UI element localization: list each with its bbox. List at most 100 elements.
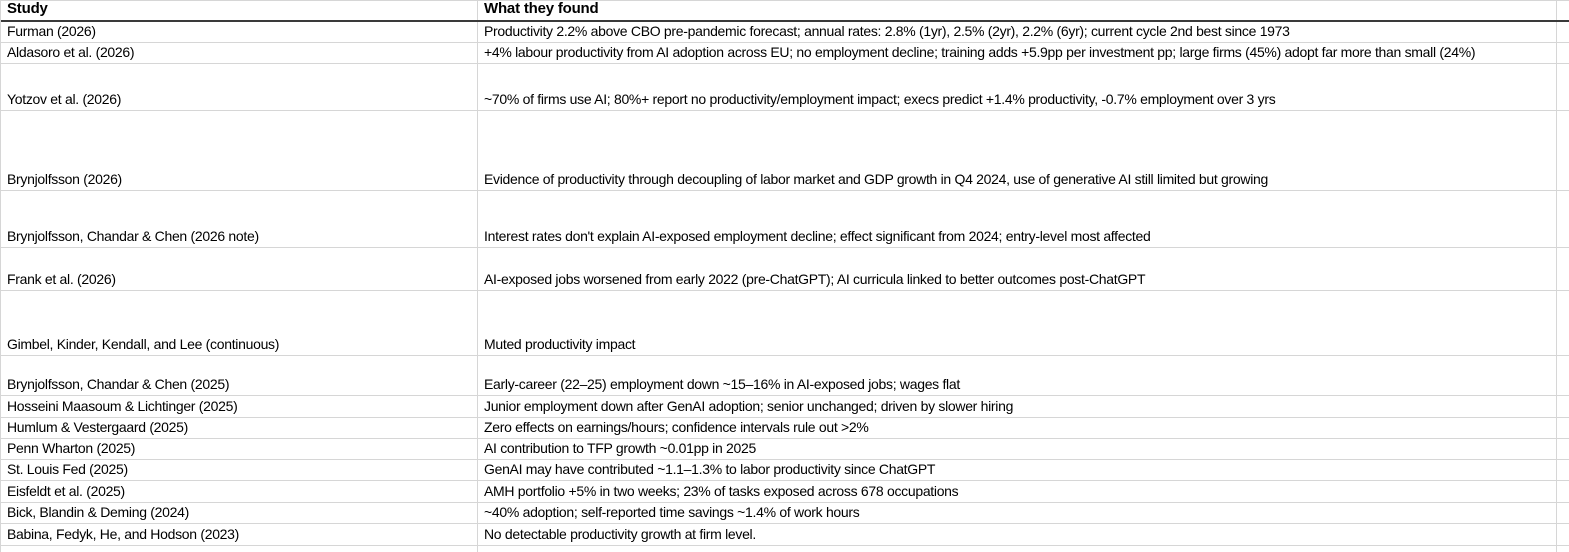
finding-cell-text: Productivity 2.2% above CBO pre-pandemic… xyxy=(484,23,1290,39)
empty-cell[interactable] xyxy=(1557,22,1569,42)
finding-cell[interactable]: Zero effects on earnings/hours; confiden… xyxy=(478,418,1557,438)
empty-cell[interactable] xyxy=(1557,546,1569,552)
finding-cell-text: ~70% of firms use AI; 80%+ report no pro… xyxy=(484,91,1276,107)
table-body: Furman (2026) Productivity 2.2% above CBO… xyxy=(1,22,1569,546)
empty-cell[interactable] xyxy=(1557,191,1569,247)
finding-cell[interactable]: Productivity 2.2% above CBO pre-pandemic… xyxy=(478,22,1557,42)
table-row: Bick, Blandin & Deming (2024) ~40% adopti… xyxy=(1,503,1569,524)
empty-cell[interactable] xyxy=(1,546,478,552)
finding-cell[interactable]: Junior employment down after GenAI adopt… xyxy=(478,396,1557,417)
study-cell[interactable]: Gimbel, Kinder, Kendall, and Lee (contin… xyxy=(1,291,478,355)
study-cell-text: Brynjolfsson, Chandar & Chen (2026 note) xyxy=(7,228,259,244)
table-row: Penn Wharton (2025) AI contribution to TF… xyxy=(1,439,1569,460)
table-row: Brynjolfsson (2026) Evidence of productiv… xyxy=(1,111,1569,191)
empty-cell[interactable] xyxy=(1557,439,1569,459)
empty-cell[interactable] xyxy=(1557,503,1569,523)
empty-cell[interactable] xyxy=(1557,64,1569,110)
study-cell[interactable]: Eisfeldt et al. (2025) xyxy=(1,481,478,502)
table-row: Brynjolfsson, Chandar & Chen (2026 note)… xyxy=(1,191,1569,248)
study-cell[interactable]: Bick, Blandin & Deming (2024) xyxy=(1,503,478,523)
study-cell[interactable]: Penn Wharton (2025) xyxy=(1,439,478,459)
study-cell-text: Penn Wharton (2025) xyxy=(7,440,136,456)
study-cell-text: Bick, Blandin & Deming (2024) xyxy=(7,504,189,520)
finding-cell-text: Evidence of productivity through decoupl… xyxy=(484,171,1268,187)
table-row: Furman (2026) Productivity 2.2% above CBO… xyxy=(1,22,1569,43)
finding-cell[interactable]: Muted productivity impact xyxy=(478,291,1557,355)
empty-cell[interactable] xyxy=(1557,481,1569,502)
table-row: Eisfeldt et al. (2025) AMH portfolio +5% … xyxy=(1,481,1569,503)
table-row: Aldasoro et al. (2026) +4% labour product… xyxy=(1,43,1569,64)
empty-header-cell[interactable] xyxy=(1557,1,1569,20)
column-header-findings-label: What they found xyxy=(484,1,599,17)
study-cell[interactable]: Furman (2026) xyxy=(1,22,478,42)
finding-cell-text: GenAI may have contributed ~1.1–1.3% to … xyxy=(484,461,936,477)
study-cell-text: Brynjolfsson (2026) xyxy=(7,171,122,187)
empty-cell[interactable] xyxy=(1557,248,1569,290)
empty-cell[interactable] xyxy=(1557,396,1569,417)
study-cell-text: Hosseini Maasoum & Lichtinger (2025) xyxy=(7,398,238,414)
finding-cell[interactable]: GenAI may have contributed ~1.1–1.3% to … xyxy=(478,460,1557,480)
table-row: Humlum & Vestergaard (2025) Zero effects … xyxy=(1,418,1569,439)
finding-cell[interactable]: AI contribution to TFP growth ~0.01pp in… xyxy=(478,439,1557,459)
empty-cell[interactable] xyxy=(1557,524,1569,545)
empty-cell[interactable] xyxy=(1557,356,1569,395)
finding-cell[interactable]: ~40% adoption; self-reported time saving… xyxy=(478,503,1557,523)
finding-cell[interactable]: ~70% of firms use AI; 80%+ report no pro… xyxy=(478,64,1557,110)
table-row: Babina, Fedyk, He, and Hodson (2023) No d… xyxy=(1,524,1569,546)
study-cell-text: Aldasoro et al. (2026) xyxy=(7,44,135,60)
table-row: Frank et al. (2026) AI-exposed jobs worse… xyxy=(1,248,1569,291)
column-header-study[interactable]: Study xyxy=(1,1,478,20)
study-cell-text: Gimbel, Kinder, Kendall, and Lee (contin… xyxy=(7,336,280,352)
empty-cell[interactable] xyxy=(1557,43,1569,63)
table-row: Gimbel, Kinder, Kendall, and Lee (contin… xyxy=(1,291,1569,356)
finding-cell-text: Junior employment down after GenAI adopt… xyxy=(484,398,1014,414)
finding-cell[interactable]: Interest rates don't explain AI-exposed … xyxy=(478,191,1557,247)
finding-cell[interactable]: No detectable productivity growth at fir… xyxy=(478,524,1557,545)
finding-cell[interactable]: AI-exposed jobs worsened from early 2022… xyxy=(478,248,1557,290)
header-row: Study What they found xyxy=(1,1,1569,22)
study-cell[interactable]: Humlum & Vestergaard (2025) xyxy=(1,418,478,438)
finding-cell-text: Muted productivity impact xyxy=(484,336,636,352)
empty-cell[interactable] xyxy=(1557,418,1569,438)
finding-cell[interactable]: Evidence of productivity through decoupl… xyxy=(478,111,1557,190)
empty-cell[interactable] xyxy=(1557,111,1569,190)
finding-cell-text: AI contribution to TFP growth ~0.01pp in… xyxy=(484,440,757,456)
column-header-findings[interactable]: What they found xyxy=(478,1,1557,20)
finding-cell[interactable]: AMH portfolio +5% in two weeks; 23% of t… xyxy=(478,481,1557,502)
table-row: St. Louis Fed (2025) GenAI may have contr… xyxy=(1,460,1569,481)
study-cell[interactable]: Brynjolfsson (2026) xyxy=(1,111,478,190)
finding-cell[interactable]: Early-career (22–25) employment down ~15… xyxy=(478,356,1557,395)
study-cell[interactable]: Hosseini Maasoum & Lichtinger (2025) xyxy=(1,396,478,417)
study-cell[interactable]: Aldasoro et al. (2026) xyxy=(1,43,478,63)
study-cell[interactable]: Yotzov et al. (2026) xyxy=(1,64,478,110)
empty-cell[interactable] xyxy=(1557,460,1569,480)
trailing-empty-row xyxy=(1,546,1569,552)
finding-cell-text: No detectable productivity growth at fir… xyxy=(484,526,756,542)
study-cell-text: Yotzov et al. (2026) xyxy=(7,91,122,107)
finding-cell-text: Early-career (22–25) employment down ~15… xyxy=(484,376,960,392)
study-cell-text: Babina, Fedyk, He, and Hodson (2023) xyxy=(7,526,240,542)
study-cell[interactable]: Babina, Fedyk, He, and Hodson (2023) xyxy=(1,524,478,545)
finding-cell-text: ~40% adoption; self-reported time saving… xyxy=(484,504,860,520)
finding-cell-text: Interest rates don't explain AI-exposed … xyxy=(484,228,1151,244)
finding-cell-text: Zero effects on earnings/hours; confiden… xyxy=(484,419,869,435)
table-row: Brynjolfsson, Chandar & Chen (2025) Early… xyxy=(1,356,1569,396)
study-cell-text: St. Louis Fed (2025) xyxy=(7,461,128,477)
finding-cell-text: AMH portfolio +5% in two weeks; 23% of t… xyxy=(484,483,959,499)
study-cell-text: Humlum & Vestergaard (2025) xyxy=(7,419,188,435)
finding-cell-text: AI-exposed jobs worsened from early 2022… xyxy=(484,271,1146,287)
study-cell[interactable]: Brynjolfsson, Chandar & Chen (2026 note) xyxy=(1,191,478,247)
finding-cell[interactable]: +4% labour productivity from AI adoption… xyxy=(478,43,1557,63)
study-cell-text: Brynjolfsson, Chandar & Chen (2025) xyxy=(7,376,230,392)
empty-cell[interactable] xyxy=(1557,291,1569,355)
study-cell[interactable]: Frank et al. (2026) xyxy=(1,248,478,290)
column-header-study-label: Study xyxy=(7,1,48,17)
study-cell-text: Furman (2026) xyxy=(7,23,96,39)
study-cell-text: Eisfeldt et al. (2025) xyxy=(7,483,125,499)
study-cell[interactable]: Brynjolfsson, Chandar & Chen (2025) xyxy=(1,356,478,395)
study-cell[interactable]: St. Louis Fed (2025) xyxy=(1,460,478,480)
finding-cell-text: +4% labour productivity from AI adoption… xyxy=(484,44,1476,60)
table-row: Hosseini Maasoum & Lichtinger (2025) Juni… xyxy=(1,396,1569,418)
empty-cell[interactable] xyxy=(478,546,1557,552)
